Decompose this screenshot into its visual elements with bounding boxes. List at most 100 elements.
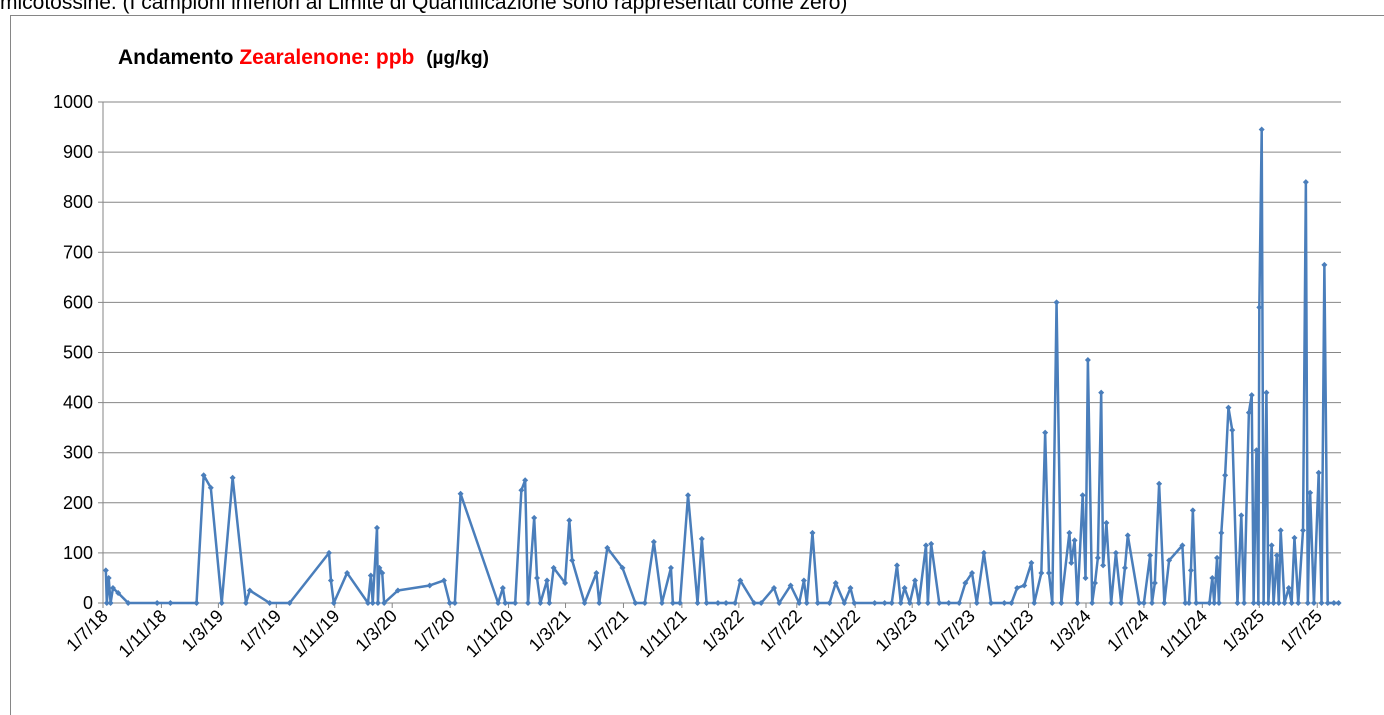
y-tick-label: 1000 [53, 92, 93, 112]
data-marker [832, 579, 839, 586]
data-marker [901, 584, 908, 591]
data-marker [1071, 537, 1078, 544]
data-marker [924, 600, 931, 606]
data-marker [1103, 519, 1110, 526]
data-marker [154, 600, 161, 606]
data-marker [988, 600, 995, 606]
data-marker [1140, 600, 1147, 606]
data-marker [1121, 564, 1128, 571]
data-marker [1136, 600, 1143, 606]
data-marker [685, 492, 692, 499]
data-marker [566, 517, 573, 524]
data-marker [1206, 600, 1213, 606]
data-marker [440, 577, 447, 584]
x-tick-label: 1/3/23 [871, 606, 921, 656]
data-marker [1238, 512, 1245, 519]
data-marker [1255, 600, 1262, 606]
data-marker [1098, 389, 1105, 396]
y-tick-label: 800 [63, 192, 93, 212]
x-tick-label: 1/3/25 [1219, 606, 1269, 656]
data-marker [803, 600, 810, 606]
data-marker [1310, 600, 1317, 606]
data-marker [369, 600, 376, 606]
data-marker [1253, 447, 1260, 454]
data-marker [912, 577, 919, 584]
data-marker [787, 582, 794, 589]
data-marker [758, 600, 765, 606]
data-marker [1182, 600, 1189, 606]
data-marker [326, 549, 333, 556]
data-marker [847, 584, 854, 591]
data-marker [1042, 429, 1049, 436]
data-marker [593, 569, 600, 576]
data-marker [980, 549, 987, 556]
data-marker [1302, 179, 1309, 186]
y-tick-label: 700 [63, 242, 93, 262]
data-marker [544, 577, 551, 584]
data-marker [457, 490, 464, 497]
title-part: Zearalenone: [239, 46, 370, 69]
data-marker [669, 600, 676, 606]
data-marker [1265, 600, 1272, 606]
data-marker [1268, 542, 1275, 549]
data-marker [534, 574, 541, 581]
data-marker [394, 587, 401, 594]
data-marker [1281, 600, 1288, 606]
data-marker [1179, 542, 1186, 549]
data-marker [751, 600, 758, 606]
data-marker [451, 600, 458, 606]
x-tick-label: 1/11/20 [462, 606, 518, 662]
data-marker [1045, 569, 1052, 576]
data-marker [676, 600, 683, 606]
data-marker [105, 574, 112, 581]
x-tick-label: 1/3/21 [525, 606, 575, 656]
data-marker [367, 572, 374, 579]
data-marker [1021, 582, 1028, 589]
data-marker [1112, 549, 1119, 556]
data-marker [364, 600, 371, 606]
data-marker [581, 600, 588, 606]
data-marker [1295, 600, 1302, 606]
data-marker [732, 600, 739, 606]
data-marker [1148, 600, 1155, 606]
data-marker [770, 584, 777, 591]
data-marker [376, 564, 383, 571]
data-marker [125, 600, 132, 606]
data-marker [525, 600, 532, 606]
x-tick-label: 1/7/21 [583, 606, 633, 656]
data-marker [658, 600, 665, 606]
y-tick-label: 100 [63, 543, 93, 563]
data-marker [1300, 527, 1307, 534]
data-marker [1315, 469, 1322, 476]
data-marker [381, 600, 388, 606]
data-marker [426, 582, 433, 589]
data-marker [1209, 574, 1216, 581]
data-marker [1260, 600, 1267, 606]
data-marker [1092, 579, 1099, 586]
data-marker [1277, 527, 1284, 534]
data-marker [1028, 559, 1035, 566]
data-marker [1248, 392, 1255, 399]
data-marker [826, 600, 833, 606]
data-marker [1074, 600, 1081, 606]
x-tick-label: 1/11/23 [982, 606, 1038, 662]
data-marker [1285, 584, 1292, 591]
y-tick-label: 300 [63, 443, 93, 463]
data-marker [1031, 600, 1038, 606]
data-marker [1335, 600, 1342, 606]
data-line [104, 128, 1339, 605]
data-marker [851, 600, 858, 606]
data-marker [1307, 489, 1314, 496]
data-marker [1038, 569, 1045, 576]
data-marker [1166, 557, 1173, 564]
data-marker [737, 577, 744, 584]
data-marker [1108, 600, 1115, 606]
data-marker [956, 600, 963, 606]
data-marker [776, 600, 783, 606]
data-marker [915, 600, 922, 606]
data-marker [928, 540, 935, 547]
x-tick-label: 1/3/24 [1045, 606, 1095, 656]
data-marker [531, 514, 538, 521]
